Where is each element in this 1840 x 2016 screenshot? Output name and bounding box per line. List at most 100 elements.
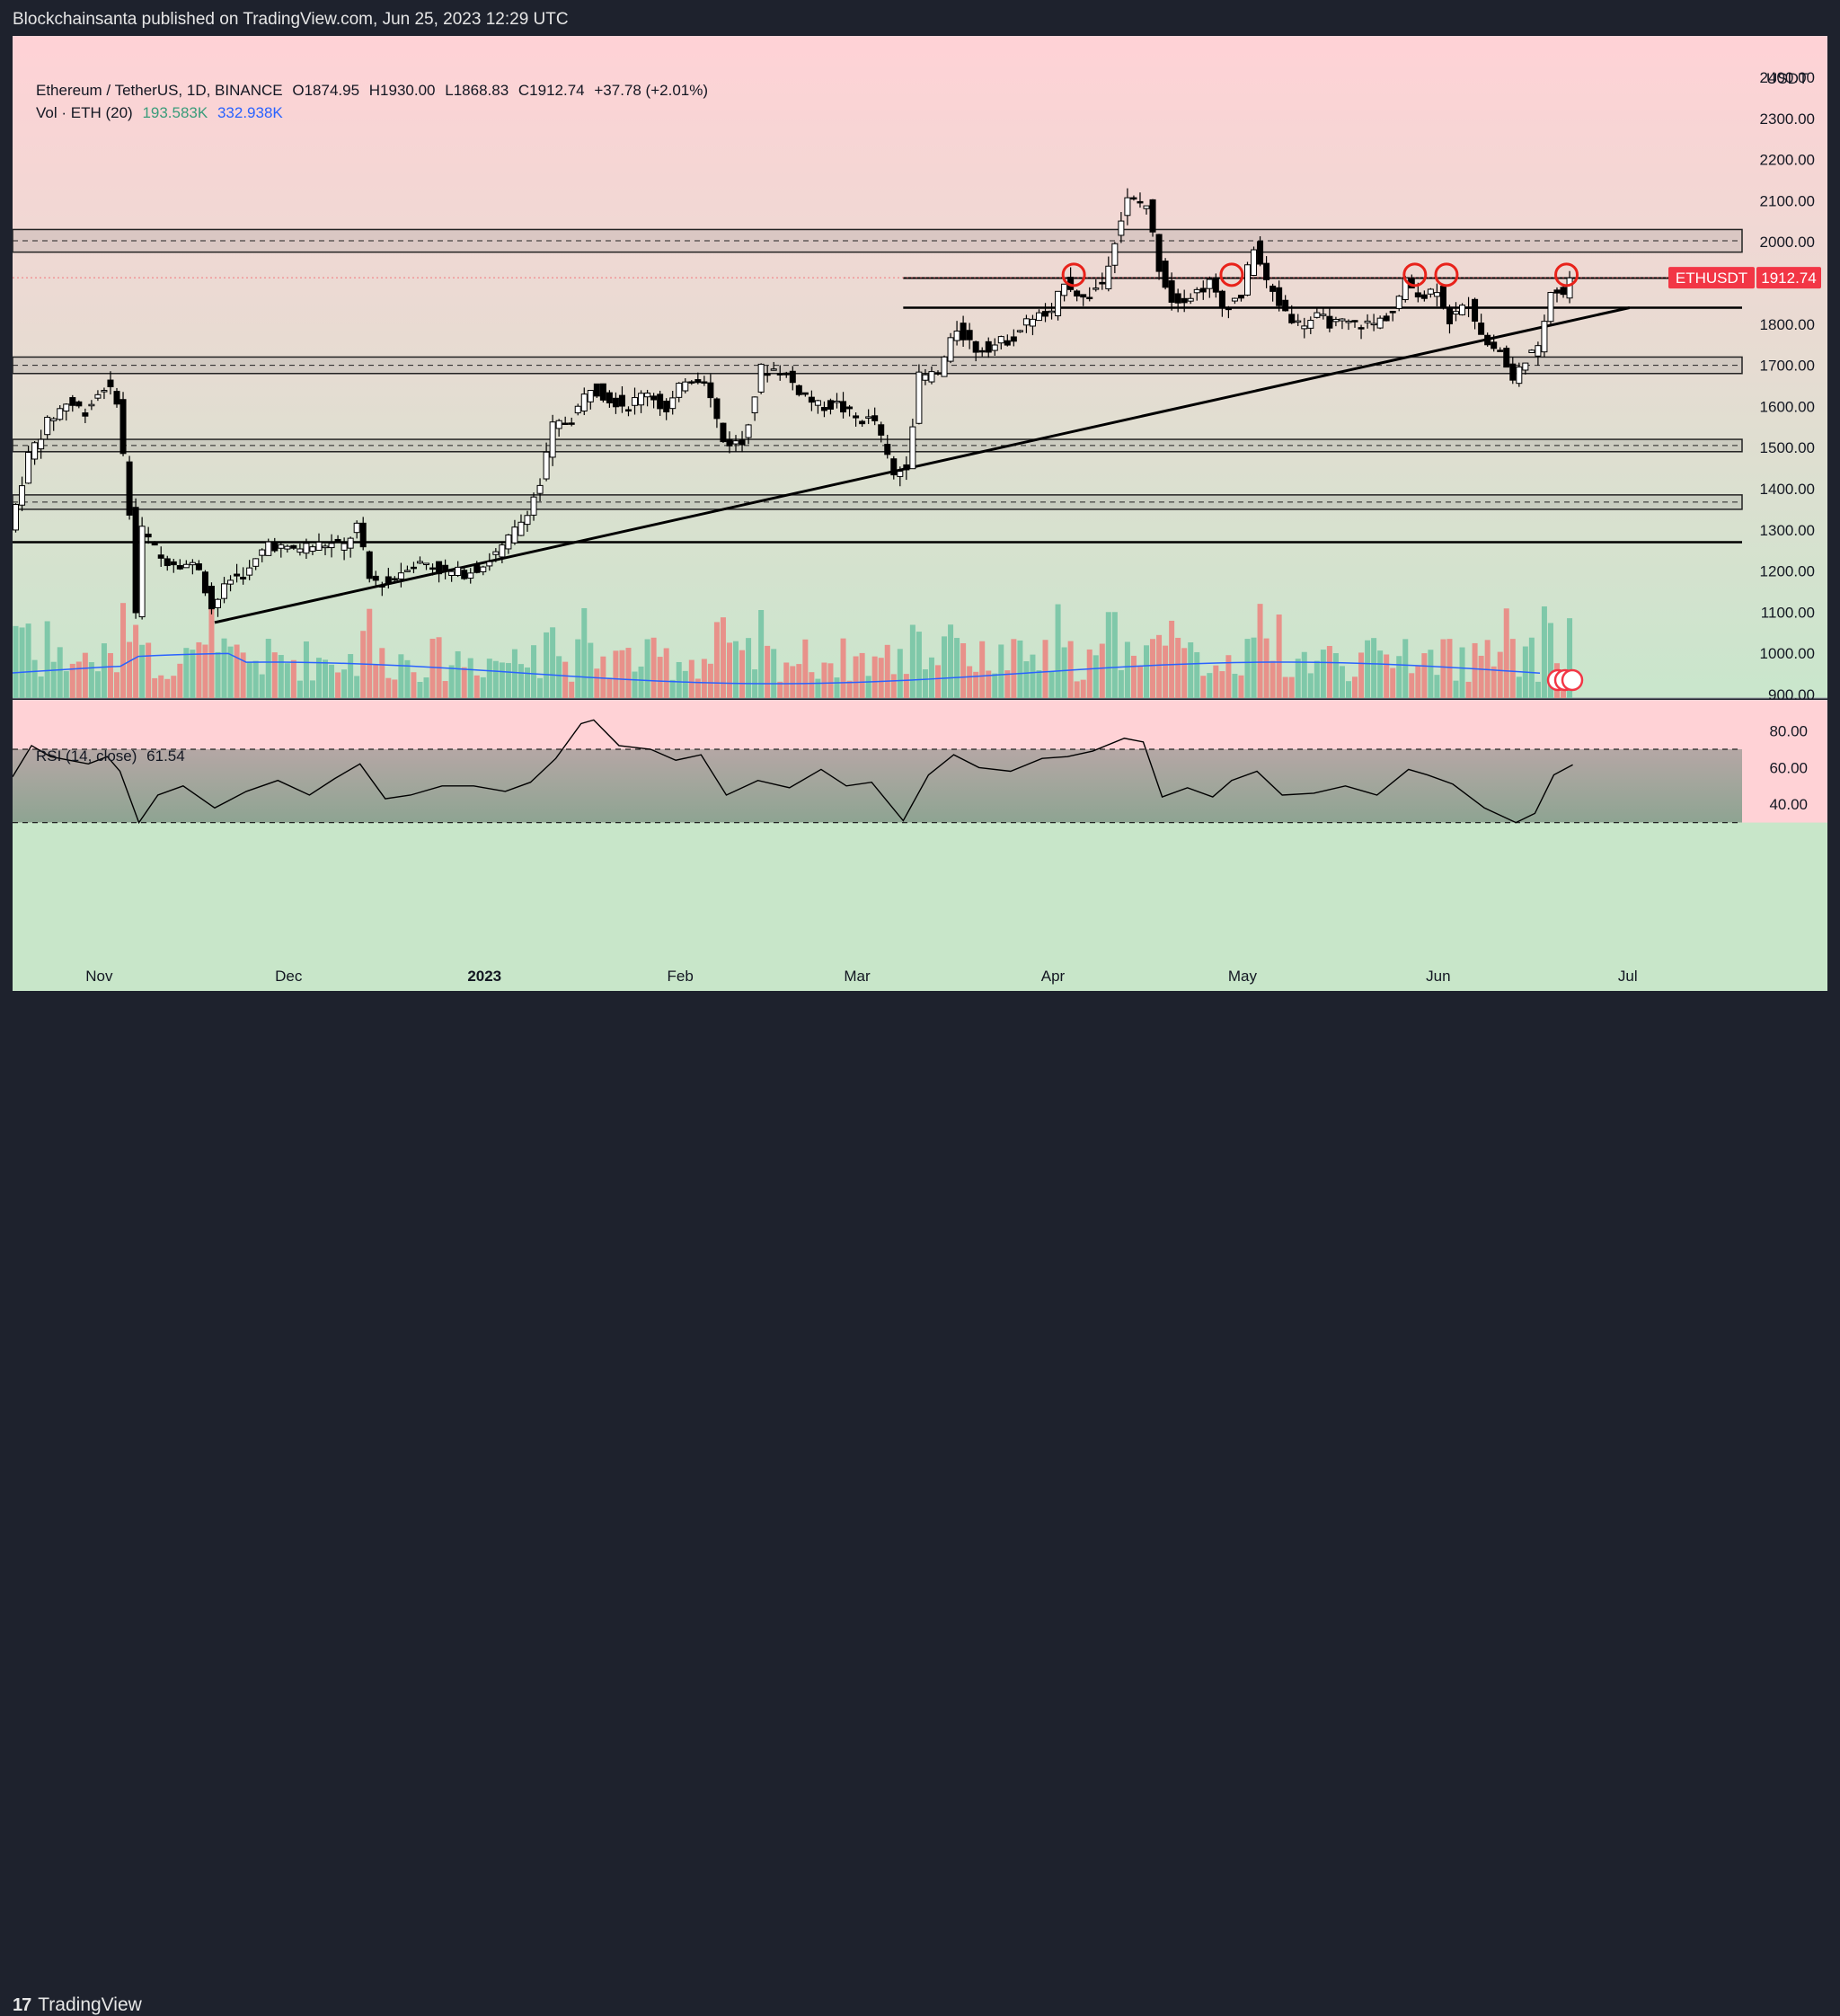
candle-body (1276, 287, 1283, 306)
time-tick-label: Feb (668, 968, 694, 985)
candle-body (69, 397, 76, 406)
volume-bar (954, 638, 960, 698)
us-flag-icon (1561, 668, 1584, 692)
candle-body (290, 544, 297, 549)
volume-bar (575, 639, 581, 698)
candle-body (562, 422, 569, 426)
candle-body (846, 406, 854, 410)
volume-bar (865, 676, 871, 698)
volume-bar (569, 681, 575, 698)
volume-bar (57, 647, 63, 698)
rsi-tick-label: 80.00 (1769, 723, 1808, 740)
candle-body (1351, 320, 1358, 323)
volume-bar (367, 608, 373, 698)
candle-body (182, 563, 190, 569)
volume-bar (1061, 647, 1067, 698)
volume-bar (1048, 671, 1055, 698)
price-tick-label: 1800.00 (1760, 316, 1815, 333)
volume-bar (1371, 638, 1377, 698)
volume-bar (335, 672, 341, 698)
volume-bar (227, 646, 234, 698)
volume-bar (1390, 668, 1396, 698)
volume-bar (550, 627, 556, 698)
candle-body (328, 543, 335, 549)
volume-bar (531, 645, 537, 698)
candle-body (1566, 277, 1573, 299)
volume-bar (1491, 666, 1497, 698)
volume-bar (492, 660, 499, 698)
volume-bar (707, 663, 713, 698)
candle-body (853, 415, 860, 419)
volume-bar (164, 678, 171, 698)
candle-body (57, 408, 64, 420)
candle-body (1130, 197, 1137, 200)
change-value: +37.78 (+2.01%) (594, 82, 709, 99)
volume-bar (1528, 637, 1535, 698)
candle-body (1427, 288, 1434, 295)
circled-high (1554, 262, 1579, 287)
candle-body (897, 471, 904, 477)
volume-bar (694, 678, 701, 698)
volume-bar (13, 625, 19, 698)
volume-bar (897, 649, 903, 698)
volume-bar (859, 652, 865, 698)
volume-bar (385, 677, 392, 698)
candle-body (403, 570, 411, 572)
chart-frame[interactable]: 2400.002300.002200.002100.002000.001900.… (13, 36, 1827, 991)
candle-body (606, 392, 613, 403)
volume-bar (196, 641, 202, 698)
candle-body (1547, 292, 1554, 323)
volume-bar (284, 663, 290, 698)
candle-body (764, 373, 771, 376)
candle-body (1237, 295, 1244, 299)
candle-body (372, 575, 379, 581)
volume-bar (296, 680, 303, 698)
price-tick-label: 1300.00 (1760, 522, 1815, 539)
candle-body (1433, 292, 1440, 297)
candle-body (480, 566, 487, 572)
volume-bar (1004, 670, 1011, 698)
volume-bar (1384, 654, 1390, 698)
candle-body (1105, 265, 1112, 289)
candle-body (113, 391, 120, 405)
volume-bar (524, 668, 530, 698)
candle-body (587, 390, 594, 402)
symbol-label: Ethereum / TetherUS, 1D, BINANCE (36, 82, 283, 99)
candle-body (536, 484, 544, 494)
candle-body (1389, 311, 1396, 314)
candle-body (271, 541, 279, 552)
volume-bar (1307, 673, 1314, 698)
published-byline: Blockchainsanta published on TradingView… (13, 10, 569, 29)
volume-bar (1478, 655, 1484, 698)
tradingview-logo[interactable]: 17 TradingView (13, 1994, 142, 2016)
candle-body (347, 537, 354, 549)
rsi-oversold-background (13, 822, 1827, 991)
candle-body (1181, 297, 1188, 304)
candle-body (1459, 305, 1466, 315)
candle-body (1516, 366, 1523, 385)
candle-body (1503, 348, 1510, 368)
rsi-value: 61.54 (146, 747, 185, 765)
candle-body (227, 579, 234, 585)
volume-bar (1269, 660, 1276, 698)
candle-body (732, 440, 739, 445)
candle-body (618, 394, 625, 407)
volume-bar (354, 676, 360, 698)
volume-bar (1011, 639, 1017, 698)
volume-bar (240, 652, 246, 698)
candle-body (1111, 243, 1119, 266)
candle-body (1307, 320, 1314, 329)
volume-bar (928, 657, 934, 698)
candle-body (903, 464, 910, 471)
candle-body (1269, 285, 1277, 292)
volume-bar (1472, 642, 1478, 698)
volume-bar (455, 650, 461, 698)
volume-bar (884, 644, 890, 698)
volume-bar (1377, 650, 1384, 698)
candle-body (1218, 290, 1225, 308)
volume-bar (1244, 639, 1251, 698)
volume-bar (1124, 641, 1130, 698)
candle-body (580, 393, 588, 411)
volume-bar (815, 678, 821, 698)
price-chart[interactable]: 2400.002300.002200.002100.002000.001900.… (13, 36, 1827, 991)
